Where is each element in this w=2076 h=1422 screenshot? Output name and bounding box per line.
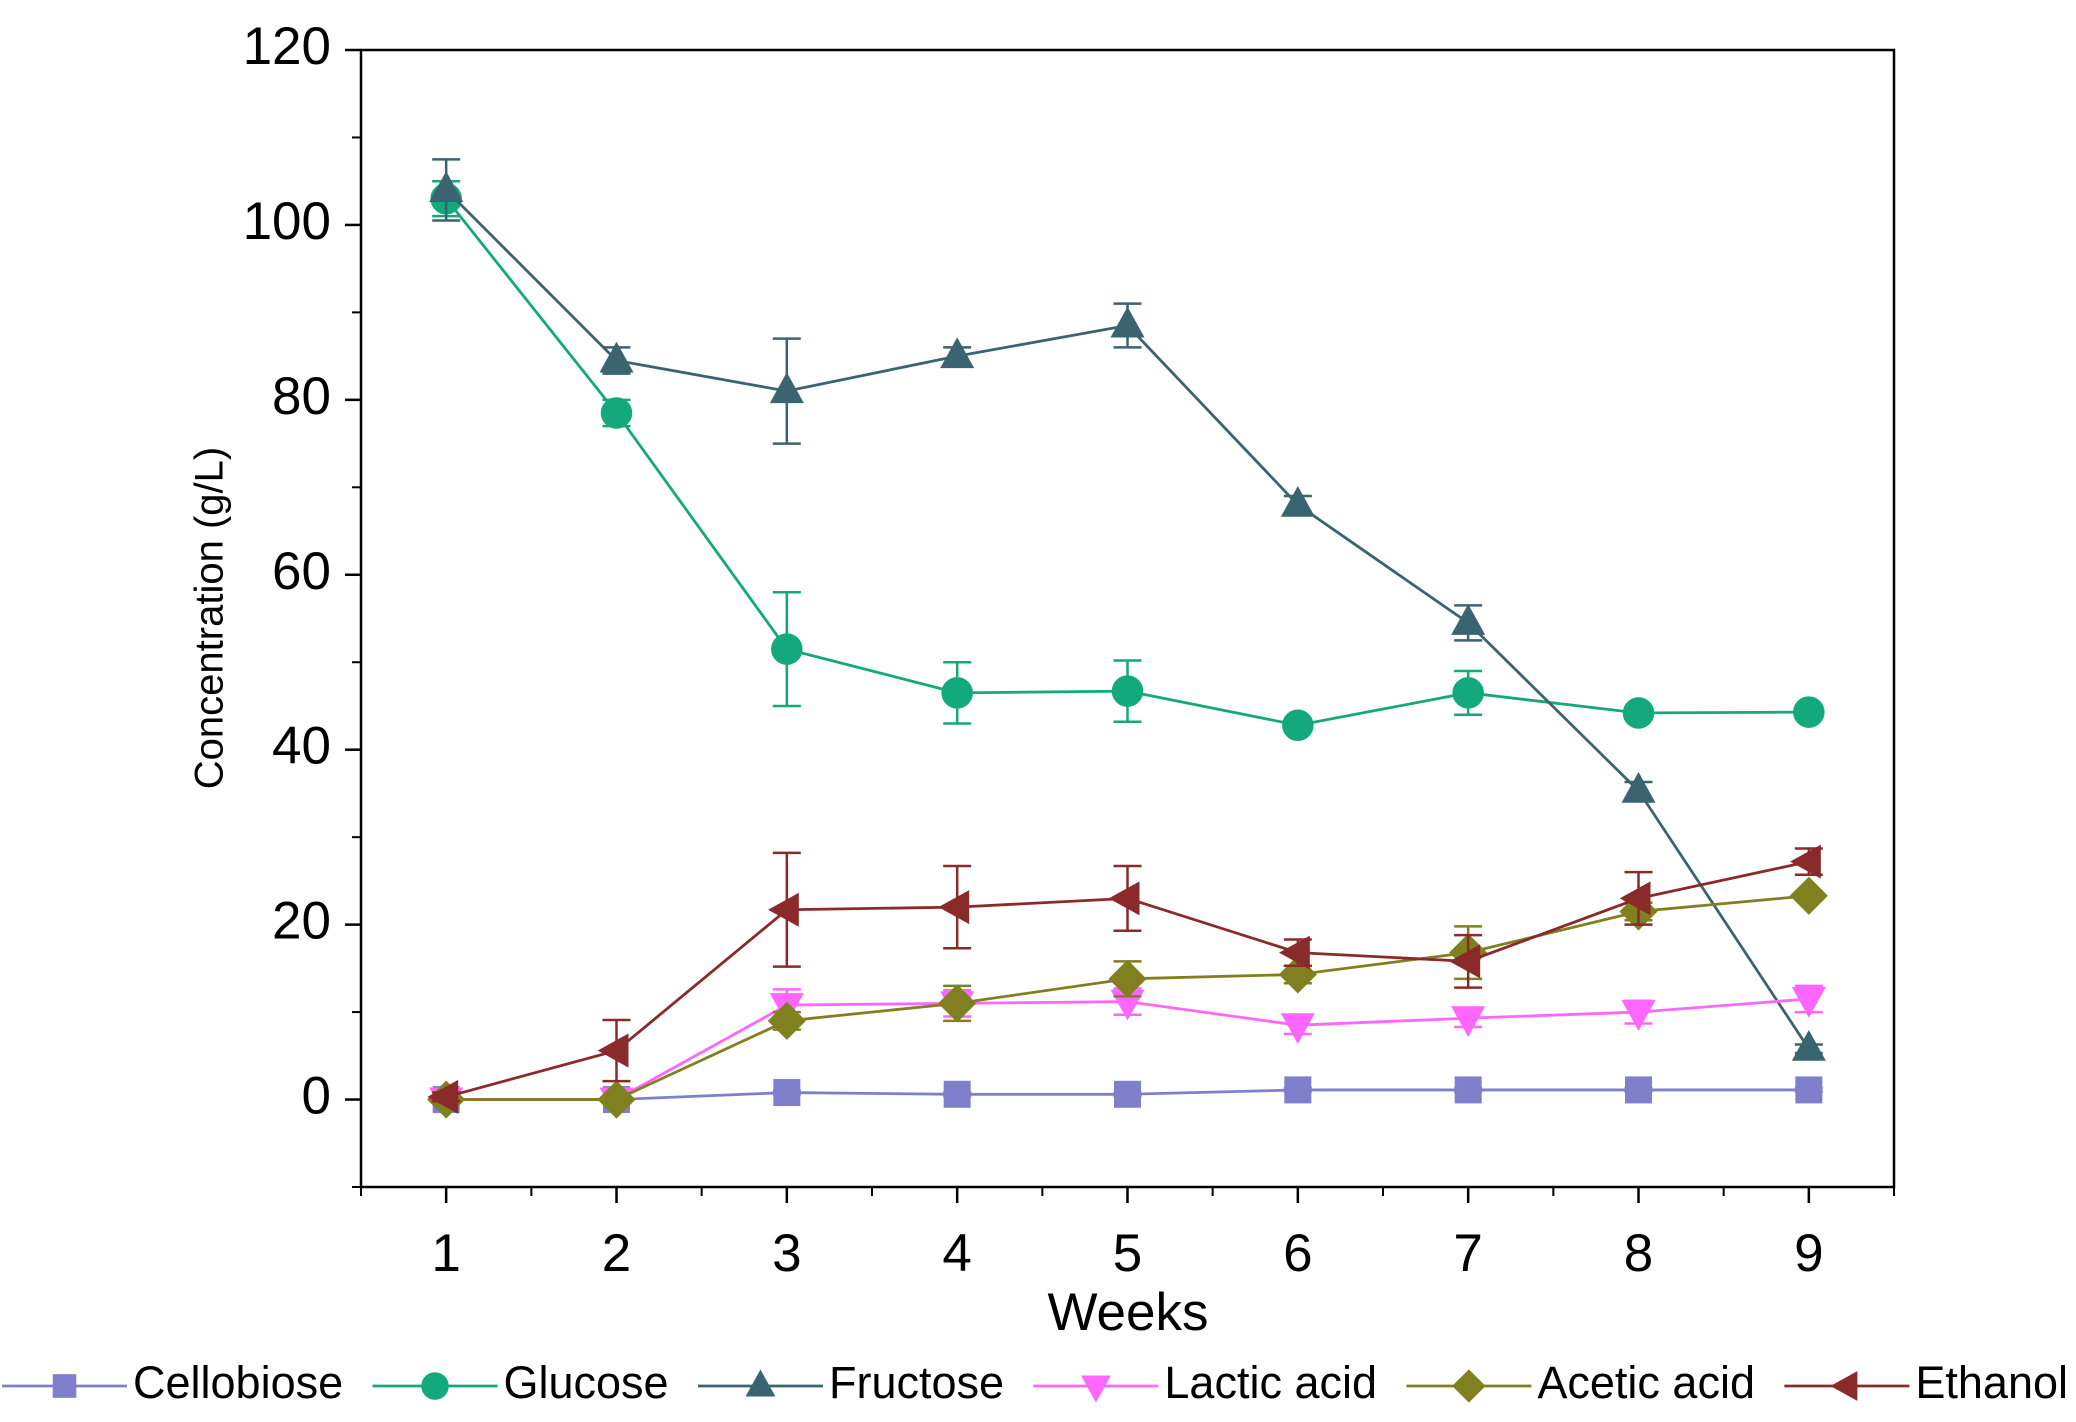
series: [430, 179, 1825, 741]
marker: [745, 1369, 776, 1397]
marker: [427, 1079, 459, 1114]
marker: [1110, 306, 1145, 338]
marker: [1080, 1375, 1111, 1403]
legend-item: Ethanol: [1784, 1357, 2068, 1408]
marker: [938, 890, 970, 925]
legend-label: Acetic acid: [1537, 1357, 1755, 1408]
marker: [1791, 986, 1826, 1018]
marker: [597, 1033, 629, 1068]
y-tick-label: 80: [272, 367, 331, 426]
marker: [1621, 771, 1656, 803]
marker: [1451, 604, 1486, 635]
marker: [938, 984, 977, 1023]
marker: [1622, 697, 1655, 729]
marker: [1830, 1371, 1858, 1401]
marker: [1280, 1013, 1315, 1044]
x-tick-label: 4: [942, 1224, 971, 1283]
marker: [1454, 1076, 1482, 1104]
marker: [1284, 1076, 1312, 1104]
legend-label: Ethanol: [1915, 1357, 2068, 1408]
x-tick-label: 9: [1794, 1224, 1823, 1283]
series: [427, 844, 1823, 1114]
marker: [52, 1374, 77, 1398]
marker: [771, 633, 803, 665]
marker: [1111, 675, 1144, 707]
marker: [941, 677, 973, 709]
y-tick-label: 40: [272, 717, 331, 776]
x-tick-label: 1: [431, 1224, 460, 1283]
marker: [1282, 709, 1314, 741]
marker: [769, 372, 804, 404]
x-tick-label: 6: [1283, 1224, 1312, 1283]
legend-item: Acetic acid: [1406, 1357, 1755, 1408]
marker: [1452, 1369, 1486, 1403]
y-tick-label: 120: [243, 17, 331, 76]
legend-item: Glucose: [372, 1357, 669, 1408]
marker: [767, 1001, 806, 1040]
x-axis-title: Weeks: [1047, 1283, 1208, 1342]
marker: [1790, 844, 1821, 879]
marker: [1280, 485, 1315, 517]
marker: [768, 892, 799, 927]
y-axis-title: Concentration (g/L): [188, 447, 232, 789]
marker: [940, 337, 975, 369]
marker: [1789, 876, 1828, 915]
marker: [1279, 935, 1310, 970]
x-tick-label: 7: [1453, 1224, 1482, 1283]
marker: [429, 171, 464, 202]
legend-item: Fructose: [697, 1357, 1004, 1408]
legend-item: Cellobiose: [2, 1357, 343, 1408]
series-line: [445, 197, 1809, 727]
marker: [597, 1080, 636, 1119]
marker: [1621, 1000, 1656, 1031]
y-tick-label: 20: [272, 892, 331, 951]
y-tick-label: 100: [243, 192, 331, 251]
legend-label: Glucose: [504, 1357, 669, 1408]
marker: [1449, 944, 1481, 979]
marker: [943, 1080, 971, 1108]
series: [429, 158, 1826, 1061]
marker: [421, 1372, 449, 1400]
marker: [1791, 1030, 1826, 1061]
y-tick-label: 0: [302, 1067, 331, 1126]
marker: [1114, 1080, 1141, 1108]
x-tick-label: 8: [1624, 1224, 1653, 1283]
legend-label: Fructose: [829, 1357, 1004, 1408]
marker: [1108, 881, 1140, 916]
marker: [600, 397, 633, 429]
x-tick-label: 5: [1113, 1224, 1142, 1283]
marker: [1625, 1076, 1652, 1104]
marker: [1451, 1006, 1486, 1037]
marker: [1452, 677, 1484, 709]
series: [432, 1076, 1823, 1114]
x-tick-label: 2: [602, 1224, 631, 1283]
marker: [773, 1079, 801, 1107]
x-tick-label: 3: [772, 1224, 801, 1283]
marker: [599, 341, 634, 373]
legend-label: Lactic acid: [1164, 1357, 1377, 1408]
legend-item: Lactic acid: [1033, 1357, 1377, 1408]
marker: [1793, 696, 1825, 728]
legend-label: Cellobiose: [133, 1357, 343, 1408]
marker: [1795, 1076, 1823, 1104]
y-tick-label: 60: [272, 542, 331, 601]
marker: [1108, 959, 1147, 998]
marker: [1619, 881, 1651, 916]
